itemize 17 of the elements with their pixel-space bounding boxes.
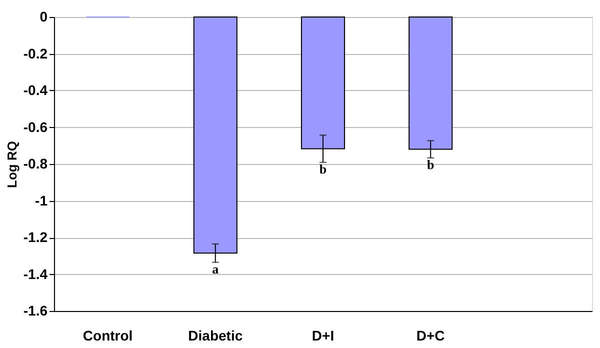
y-tick-label: -1.2 [23,229,48,245]
x-tick-label: Diabetic [188,328,243,344]
y-tick-label: -0.2 [23,45,48,62]
y-tick-label: -0.4 [23,82,48,98]
annotation: b [426,156,434,172]
x-tick-label: D+I [312,328,334,344]
x-tick-label: Control [82,328,133,344]
annotation: b [319,161,327,176]
y-tick-label: -0.8 [23,156,48,172]
y-axis-title: Log RQ [4,141,20,188]
y-tick-label: -1.4 [23,266,48,282]
y-tick-label: -1 [35,192,48,208]
y-tick-label: -0.6 [23,118,48,135]
x-tick-label: D+C [416,328,445,344]
y-tick-label: 0 [40,8,48,24]
y-tick-label: -1.6 [23,302,48,318]
annotation: a [212,261,220,276]
